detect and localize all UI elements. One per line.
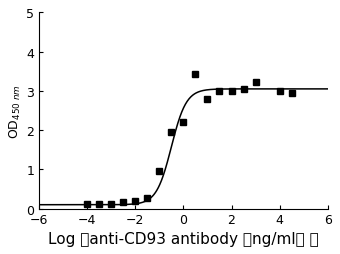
X-axis label: Log （anti-CD93 antibody （ng/ml） ）: Log （anti-CD93 antibody （ng/ml） ） [48,231,319,246]
Y-axis label: OD$_{450\ nm}$: OD$_{450\ nm}$ [8,84,23,138]
